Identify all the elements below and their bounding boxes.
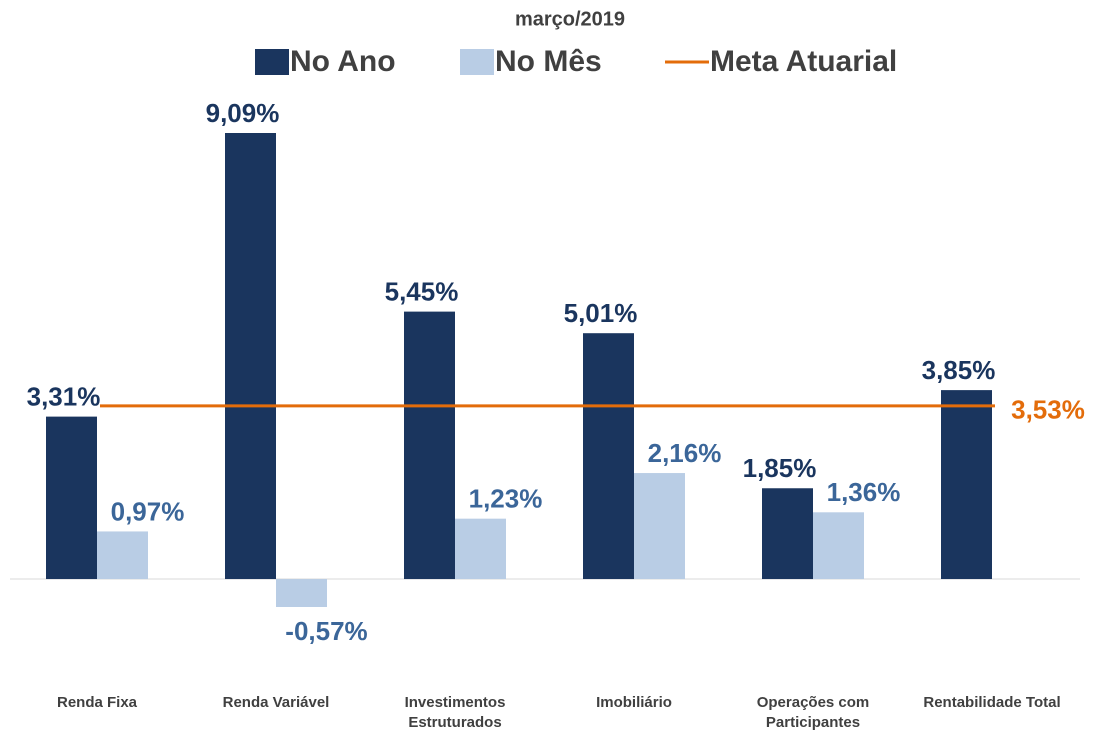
chart-title: março/2019 <box>515 8 625 30</box>
bar <box>813 512 864 580</box>
data-label: 3,85% <box>922 355 996 385</box>
data-label: 2,16% <box>648 438 722 468</box>
data-label: 5,01% <box>564 298 638 328</box>
data-label: 0,97% <box>111 496 185 526</box>
x-tick-label: Renda Variável <box>222 694 330 711</box>
bar <box>276 579 327 607</box>
bar <box>941 390 992 580</box>
legend-swatch <box>460 49 494 75</box>
data-label: 5,45% <box>385 276 459 306</box>
x-tick-label: Investimentos Estruturados <box>404 694 506 731</box>
legend-label: No Ano <box>290 45 396 78</box>
data-label: 1,23% <box>469 484 543 514</box>
bar <box>46 416 97 580</box>
bar <box>455 518 506 580</box>
x-tick-label: Renda Fixa <box>56 694 138 711</box>
bar <box>404 311 455 580</box>
legend-label: Meta Atuarial <box>710 45 897 78</box>
bar <box>97 531 148 580</box>
bar <box>225 133 276 580</box>
data-label: 9,09% <box>206 98 280 128</box>
bar <box>634 473 685 580</box>
legend-swatch <box>255 49 289 75</box>
data-label: -0,57% <box>285 616 367 646</box>
x-tick-label: Imobiliário <box>596 694 672 711</box>
x-tick-label: Operações com Participantes <box>756 694 870 731</box>
data-label: 3,31% <box>27 381 101 411</box>
bar <box>762 488 813 580</box>
data-label: 1,85% <box>743 453 817 483</box>
x-tick-label: Rentabilidade Total <box>923 694 1061 711</box>
bar <box>583 333 634 580</box>
data-label: 1,36% <box>827 477 901 507</box>
target-label: 3,53% <box>1011 395 1085 425</box>
legend-label: No Mês <box>495 45 602 78</box>
